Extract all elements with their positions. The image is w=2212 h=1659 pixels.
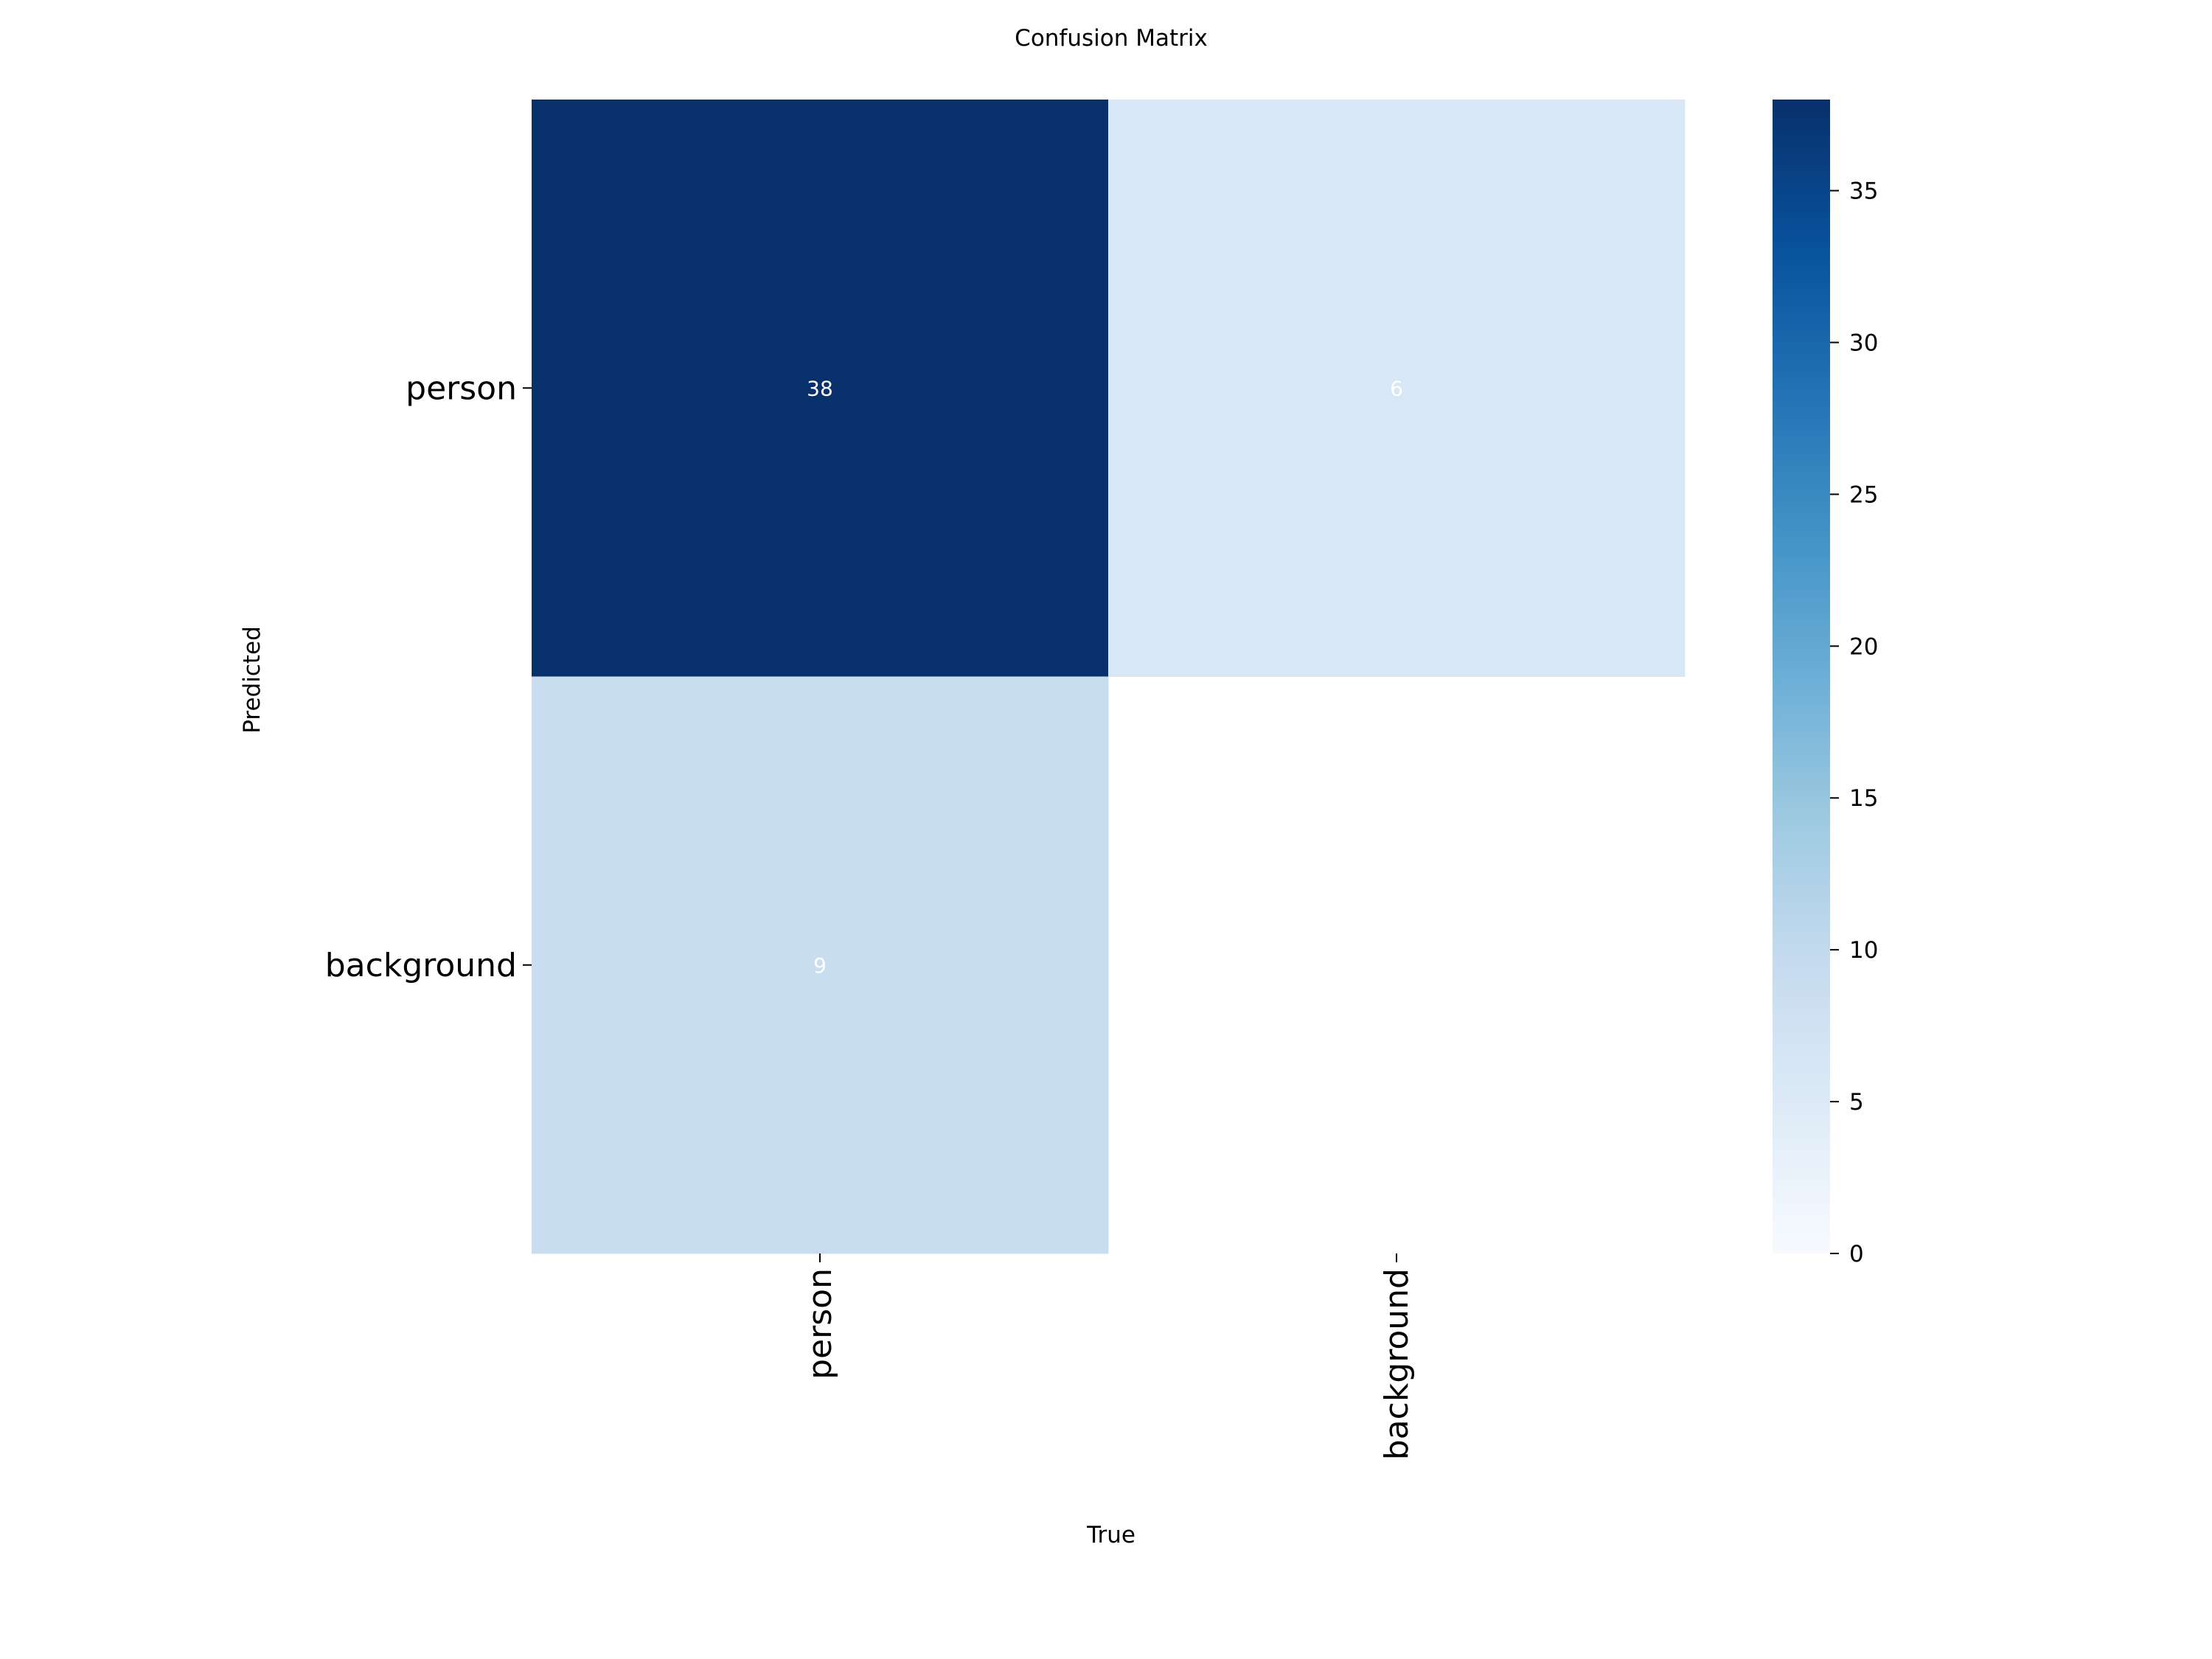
- x-tick-label: background: [1378, 1268, 1416, 1460]
- x-tick-label: person: [801, 1268, 839, 1380]
- colorbar-tick-label: 10: [1849, 937, 1878, 964]
- chart-title: Confusion Matrix: [1015, 25, 1208, 52]
- y-tick-label: person: [406, 369, 517, 407]
- colorbar-tick-label: 35: [1849, 178, 1878, 205]
- colorbar: [1773, 100, 1830, 1253]
- colorbar-tick-label: 5: [1849, 1089, 1864, 1116]
- y-axis-label: Predicted: [239, 626, 265, 734]
- x-axis-label: True: [1086, 1522, 1135, 1548]
- colorbar-tick-label: 15: [1849, 785, 1878, 812]
- colorbar-tick-label: 0: [1849, 1241, 1864, 1267]
- cell-annotation: 9: [813, 953, 827, 978]
- colorbar-tick-label: 20: [1849, 633, 1878, 660]
- y-tick-label: background: [325, 947, 517, 984]
- heatmap-cell: [532, 100, 1109, 677]
- colorbar-tick-label: 30: [1849, 330, 1878, 356]
- heatmap-cell: [1108, 100, 1686, 677]
- cell-annotation: 38: [807, 376, 833, 400]
- heatmap-cell: [532, 676, 1109, 1254]
- colorbar-tick-label: 25: [1849, 481, 1878, 508]
- cell-annotation: 6: [1390, 376, 1403, 400]
